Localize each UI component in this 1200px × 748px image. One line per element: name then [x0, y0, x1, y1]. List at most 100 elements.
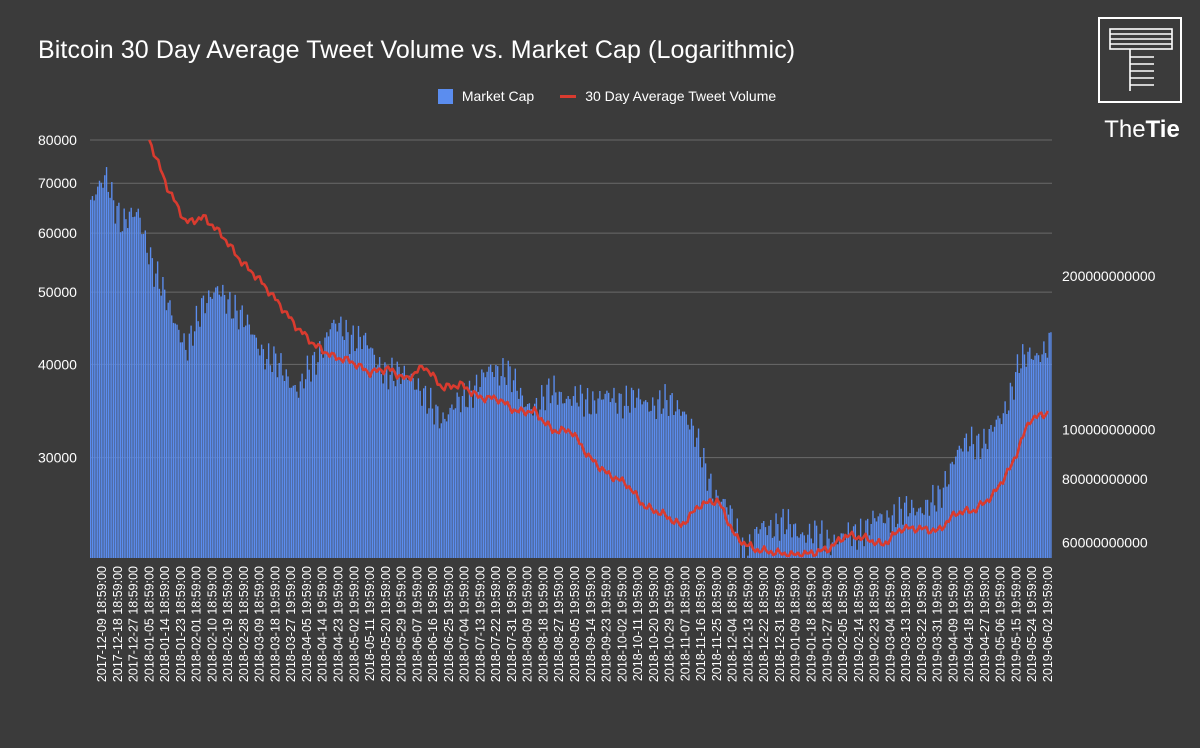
bar [683, 411, 686, 558]
bar [525, 406, 527, 558]
bar [673, 414, 675, 558]
x-tick-label: 2018-12-13 18:59:00 [741, 566, 755, 682]
bar [269, 365, 272, 558]
bar [349, 354, 351, 558]
bar [347, 332, 349, 558]
bar [192, 345, 194, 558]
bar [845, 535, 848, 558]
bar [639, 399, 642, 558]
x-tick-label: 2018-03-18 19:59:00 [268, 566, 282, 682]
bar [130, 207, 132, 558]
bar [437, 406, 439, 558]
bar [747, 555, 749, 558]
bar [888, 517, 890, 558]
bar [565, 398, 568, 558]
bar [960, 448, 962, 558]
bar [979, 458, 982, 558]
bar [636, 397, 638, 558]
bar [759, 529, 761, 558]
bar [155, 273, 157, 558]
bar [304, 379, 307, 558]
bar [454, 408, 457, 558]
bar [290, 387, 293, 558]
bar [886, 510, 888, 558]
bar [579, 384, 582, 558]
bar [972, 444, 975, 558]
bar [576, 402, 578, 558]
bar [586, 388, 589, 558]
legend-item-tweet-volume[interactable]: 30 Day Average Tweet Volume [560, 88, 776, 104]
bar [780, 517, 783, 558]
bar [162, 277, 164, 558]
x-tick-label: 2019-06-02 19:59:00 [1041, 566, 1055, 682]
bar [405, 376, 407, 558]
bar [389, 374, 391, 558]
bar [477, 391, 479, 558]
bar [923, 514, 925, 558]
bar [313, 351, 316, 558]
bar [706, 490, 709, 558]
y-left-tick-label: 70000 [38, 175, 77, 191]
bar [1015, 372, 1017, 558]
bar [481, 369, 483, 558]
bar [408, 375, 411, 558]
bar [236, 310, 238, 558]
legend-swatch-tweet-volume [560, 94, 577, 98]
x-tick-label: 2018-07-04 19:59:00 [458, 566, 472, 682]
bar [209, 296, 212, 558]
bar [674, 411, 677, 558]
bar [135, 212, 138, 559]
bar [294, 385, 296, 558]
bar [426, 413, 428, 558]
x-tick-label: 2019-01-09 18:59:00 [789, 566, 803, 682]
bar [546, 384, 548, 558]
bar [93, 200, 95, 558]
y-left-tick-label: 80000 [38, 132, 77, 148]
legend-item-market-cap[interactable]: Market Cap [437, 88, 534, 104]
x-tick-label: 2018-02-19 18:59:00 [221, 566, 235, 682]
bar [622, 418, 624, 558]
brand-prefix: The [1104, 116, 1146, 143]
bar [287, 376, 289, 558]
bar [528, 403, 531, 558]
bar [245, 325, 247, 558]
bar [248, 324, 250, 558]
bar [324, 337, 326, 558]
bar [764, 527, 767, 558]
bar [377, 365, 379, 558]
bar [119, 232, 122, 558]
bar [340, 316, 342, 558]
bar [974, 459, 976, 558]
bar [97, 186, 99, 558]
bar [1009, 382, 1012, 558]
bar [951, 461, 953, 558]
bar [821, 520, 823, 558]
bar [505, 384, 508, 558]
bar [597, 398, 599, 558]
bar [889, 532, 892, 558]
bar [415, 389, 418, 558]
bar [608, 392, 610, 558]
bar [98, 180, 101, 559]
bar [123, 208, 125, 559]
bar [535, 397, 538, 558]
bar [216, 286, 219, 558]
bar [560, 392, 562, 558]
bar [444, 418, 446, 558]
bar [255, 337, 257, 558]
bar [664, 384, 666, 558]
bar [659, 390, 661, 558]
bar [1020, 368, 1022, 558]
bar [412, 378, 414, 558]
bar [574, 386, 576, 558]
bar [447, 414, 450, 558]
x-tick-label: 2018-06-25 19:59:00 [442, 566, 456, 682]
bar [1041, 354, 1043, 558]
bar [590, 414, 592, 558]
bar [734, 531, 737, 558]
bar [403, 365, 405, 558]
bar [752, 548, 754, 558]
bar [824, 551, 827, 558]
bar [421, 405, 423, 558]
bar [171, 315, 173, 558]
